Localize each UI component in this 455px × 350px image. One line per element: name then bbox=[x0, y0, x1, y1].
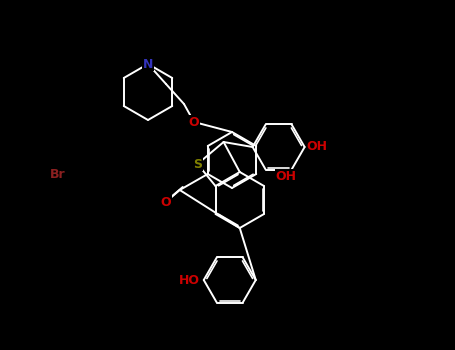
Text: N: N bbox=[143, 57, 153, 70]
Text: HO: HO bbox=[179, 273, 200, 287]
Text: OH: OH bbox=[275, 169, 297, 182]
Text: O: O bbox=[189, 116, 199, 128]
Text: S: S bbox=[193, 158, 202, 170]
Text: Br: Br bbox=[50, 168, 66, 182]
Text: O: O bbox=[161, 196, 171, 209]
Text: OH: OH bbox=[306, 140, 327, 154]
